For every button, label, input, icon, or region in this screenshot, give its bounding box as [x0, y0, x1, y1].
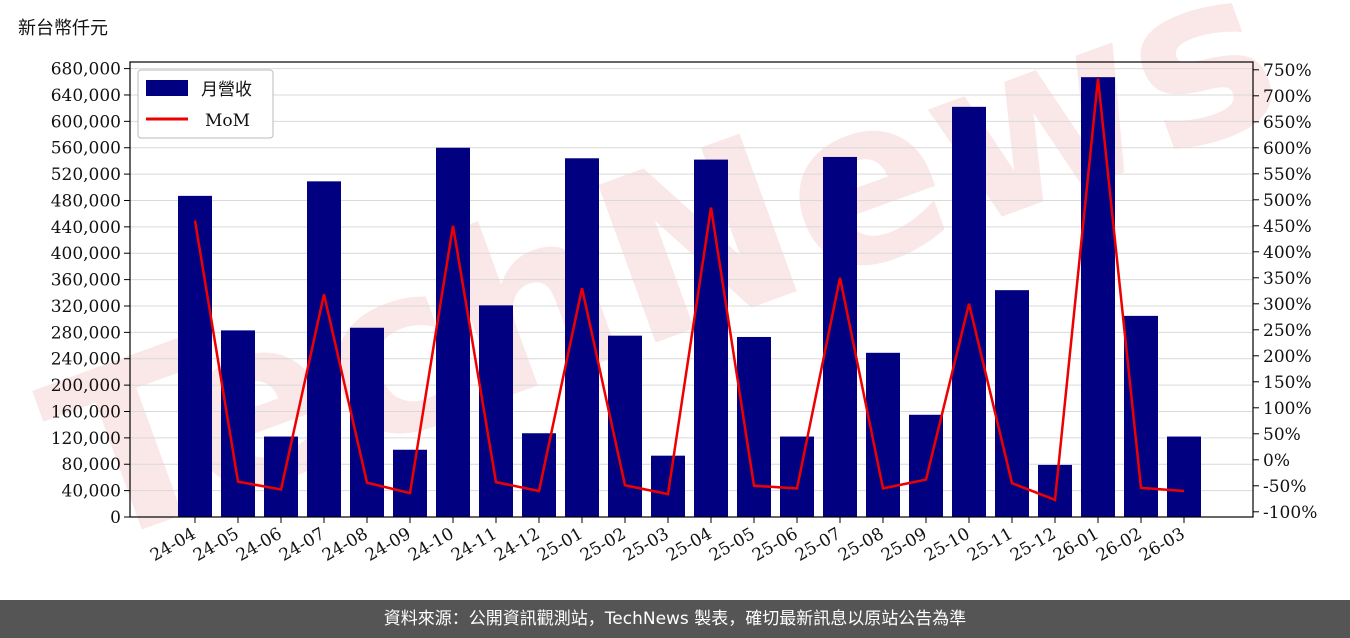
revenue-bar: [522, 433, 556, 517]
right-tick-label: -50%: [1263, 477, 1307, 497]
revenue-bar: [780, 436, 814, 517]
legend: 月營收 MoM: [137, 69, 274, 139]
x-tick-label: 25-05: [706, 524, 758, 566]
right-tick-label: 200%: [1263, 347, 1312, 367]
x-tick-label: 26-02: [1093, 524, 1145, 566]
right-tick-label: 350%: [1263, 269, 1312, 289]
legend-bar-swatch: [146, 80, 188, 96]
revenue-bar: [694, 159, 728, 517]
right-tick-label: 550%: [1263, 165, 1312, 185]
plot-frame: [129, 61, 1254, 518]
revenue-bar: [350, 327, 384, 517]
x-tick-label: 25-10: [921, 524, 973, 566]
right-tick-label: 400%: [1263, 243, 1312, 263]
right-tick-label: 100%: [1263, 399, 1312, 419]
x-tick-label: 25-06: [749, 524, 801, 566]
left-tick-label: 280,000: [51, 323, 121, 343]
legend-label-line: MoM: [205, 111, 250, 131]
revenue-bar: [221, 330, 255, 517]
source-footer: 資料來源：公開資訊觀測站，TechNews 製表，確切最新訊息以原站公告為準: [0, 600, 1350, 638]
right-tick-label: 300%: [1263, 295, 1312, 315]
left-tick-label: 320,000: [51, 297, 121, 317]
revenue-bar: [264, 436, 298, 517]
left-tick-label: 520,000: [51, 165, 121, 185]
left-tick-label: 680,000: [51, 60, 121, 80]
right-tick-label: 650%: [1263, 113, 1312, 133]
x-tick-label: 25-11: [964, 524, 1016, 566]
left-tick-label: 80,000: [62, 455, 121, 475]
right-tick-label: 0%: [1263, 451, 1290, 471]
right-tick-label: 450%: [1263, 217, 1312, 237]
x-tick-label: 24-08: [319, 524, 371, 566]
x-tick-label: 25-01: [534, 524, 586, 566]
legend-label-bar: 月營收: [201, 80, 252, 100]
left-tick-label: 480,000: [51, 191, 121, 211]
revenue-bar: [393, 449, 427, 517]
revenue-bar: [1167, 436, 1201, 517]
mom-line: [193, 78, 1185, 502]
left-tick-label: 240,000: [51, 350, 121, 370]
x-tick-label: 24-12: [491, 524, 543, 566]
x-tick-label: 25-08: [835, 524, 887, 566]
x-tick-label: 24-09: [362, 524, 414, 566]
left-tick-label: 400,000: [51, 244, 121, 264]
x-tick-label: 26-03: [1136, 524, 1188, 566]
left-tick-label: 160,000: [51, 402, 121, 422]
left-tick-label: 600,000: [51, 112, 121, 132]
left-tick-label: 40,000: [62, 482, 121, 502]
right-tick-label: 750%: [1263, 61, 1312, 81]
mom-line-series: [193, 78, 1185, 502]
right-tick-label: 150%: [1263, 373, 1312, 393]
x-tick-label: 25-04: [663, 524, 715, 566]
right-axis: -100% -50% 0% 50% 100% 150% 200% 250% 300% 350% 40…: [1253, 61, 1317, 523]
x-tick-label: 25-02: [577, 524, 629, 566]
x-tick-label: 25-07: [792, 524, 844, 566]
left-tick-label: 360,000: [51, 271, 121, 291]
x-tick-label: 24-11: [448, 524, 500, 566]
right-tick-label: 700%: [1263, 87, 1312, 107]
right-tick-label: -100%: [1263, 503, 1317, 523]
right-tick-label: 600%: [1263, 139, 1312, 159]
x-tick-label: 24-10: [405, 524, 457, 566]
left-tick-label: 0: [110, 508, 121, 528]
x-tick-label: 25-09: [878, 524, 930, 566]
right-tick-label: 50%: [1263, 425, 1301, 445]
left-tick-label: 560,000: [51, 139, 121, 159]
unit-label: 新台幣仟元: [18, 18, 108, 39]
revenue-bar: [436, 147, 470, 517]
x-tick-label: 26-01: [1050, 524, 1102, 566]
x-tick-label: 25-03: [620, 524, 672, 566]
revenue-bar: [178, 195, 212, 518]
right-tick-label: 500%: [1263, 191, 1312, 211]
left-tick-label: 120,000: [51, 429, 121, 449]
revenue-bar: [737, 336, 771, 517]
left-tick-label: 200,000: [51, 376, 121, 396]
revenue-mom-chart: TechNews 040,00080,000120,000160,000200,…: [16, 0, 1317, 600]
left-axis: 0 40,000 80,000 120,000 160,000 200,000 240,00…: [51, 60, 130, 528]
left-tick-label: 640,000: [51, 86, 121, 106]
revenue-bar: [952, 106, 986, 517]
left-tick-label: 440,000: [51, 218, 121, 238]
right-tick-label: 250%: [1263, 321, 1312, 341]
x-tick-label: 25-12: [1007, 524, 1059, 566]
revenue-bar: [1081, 77, 1115, 518]
